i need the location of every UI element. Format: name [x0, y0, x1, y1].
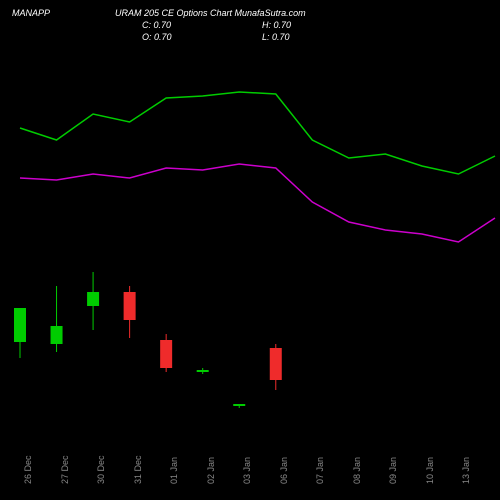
x-tick-label: 10 Jan [425, 457, 435, 484]
chart-svg [0, 0, 500, 460]
candle-body [233, 404, 245, 406]
line-magenta [20, 164, 495, 242]
x-tick-label: 01 Jan [169, 457, 179, 484]
x-tick-label: 02 Jan [206, 457, 216, 484]
x-tick-label: 07 Jan [315, 457, 325, 484]
line-green [20, 92, 495, 174]
candle-body [160, 340, 172, 368]
x-tick-label: 13 Jan [461, 457, 471, 484]
candle-body [14, 308, 26, 342]
x-tick-label: 26 Dec [23, 455, 33, 484]
x-tick-label: 27 Dec [60, 455, 70, 484]
candle-body [87, 292, 99, 306]
candle-body [51, 326, 63, 344]
x-tick-label: 03 Jan [242, 457, 252, 484]
x-tick-label: 09 Jan [388, 457, 398, 484]
x-tick-label: 31 Dec [133, 455, 143, 484]
x-tick-label: 08 Jan [352, 457, 362, 484]
candle-body [270, 348, 282, 380]
x-tick-label: 30 Dec [96, 455, 106, 484]
candle-body [124, 292, 136, 320]
x-tick-label: 06 Jan [279, 457, 289, 484]
chart-root: MANAPP URAM 205 CE Options Chart MunafaS… [0, 0, 500, 500]
candle-body [197, 370, 209, 372]
